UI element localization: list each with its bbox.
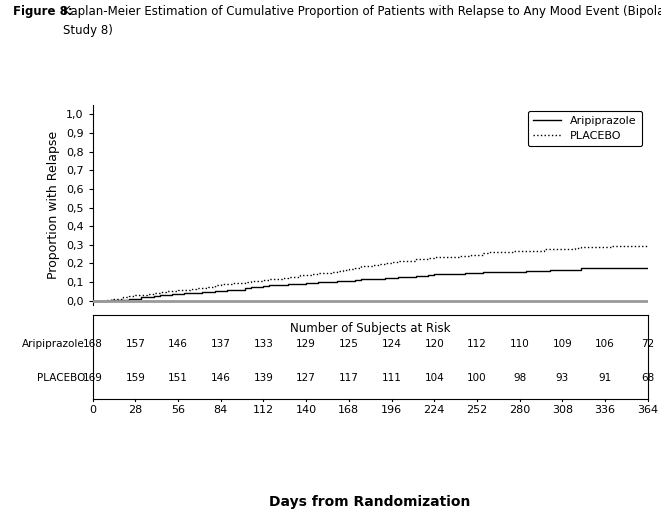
Text: 133: 133	[253, 339, 273, 350]
Text: 137: 137	[211, 339, 231, 350]
Text: 110: 110	[510, 339, 529, 350]
Text: 91: 91	[598, 373, 611, 383]
Text: 120: 120	[424, 339, 444, 350]
Text: 106: 106	[595, 339, 615, 350]
Text: 336: 336	[594, 405, 615, 415]
PLACEBO	[553, 246, 561, 253]
Text: 0: 0	[89, 405, 96, 415]
Text: 224: 224	[424, 405, 445, 415]
Text: 93: 93	[556, 373, 569, 383]
Text: Kaplan-Meier Estimation of Cumulative Proportion of Patients with Relapse to Any: Kaplan-Meier Estimation of Cumulative Pr…	[63, 5, 661, 18]
Aripiprazole	[644, 265, 652, 271]
Text: 100: 100	[467, 373, 486, 383]
Text: 112: 112	[253, 405, 274, 415]
Text: 72: 72	[641, 339, 654, 350]
Aripiprazole	[497, 269, 505, 276]
PLACEBO	[528, 248, 536, 254]
Text: 111: 111	[381, 373, 401, 383]
Line: Aripiprazole: Aripiprazole	[93, 268, 648, 301]
Aripiprazole	[528, 268, 536, 274]
PLACEBO	[522, 248, 529, 254]
Text: 112: 112	[467, 339, 487, 350]
Aripiprazole	[522, 268, 529, 274]
Text: 104: 104	[424, 373, 444, 383]
Text: PLACEBO: PLACEBO	[36, 373, 85, 383]
Text: 280: 280	[509, 405, 530, 415]
PLACEBO	[607, 243, 615, 249]
PLACEBO	[644, 243, 652, 249]
Aripiprazole	[553, 267, 561, 273]
Text: 146: 146	[168, 339, 188, 350]
Text: 124: 124	[381, 339, 401, 350]
Text: 151: 151	[168, 373, 188, 383]
Text: 168: 168	[338, 405, 360, 415]
Legend: Aripiprazole, PLACEBO: Aripiprazole, PLACEBO	[528, 111, 642, 146]
Text: 364: 364	[637, 405, 658, 415]
Text: 140: 140	[295, 405, 317, 415]
Text: 125: 125	[339, 339, 359, 350]
Text: 169: 169	[83, 373, 102, 383]
Text: Figure 8:: Figure 8:	[13, 5, 77, 18]
PLACEBO	[534, 248, 542, 254]
PLACEBO	[418, 256, 426, 262]
Text: 146: 146	[211, 373, 231, 383]
Text: 84: 84	[214, 405, 228, 415]
Text: 129: 129	[296, 339, 316, 350]
Text: 117: 117	[339, 373, 359, 383]
Text: Days from Randomization: Days from Randomization	[270, 495, 471, 509]
Aripiprazole	[418, 273, 426, 279]
Text: 109: 109	[553, 339, 572, 350]
Y-axis label: Proportion with Relapse: Proportion with Relapse	[48, 131, 60, 279]
Text: 252: 252	[466, 405, 488, 415]
Text: 157: 157	[126, 339, 145, 350]
Aripiprazole	[89, 298, 97, 304]
Text: Number of Subjects at Risk: Number of Subjects at Risk	[290, 322, 450, 335]
PLACEBO	[497, 249, 505, 255]
Text: 127: 127	[296, 373, 316, 383]
Line: PLACEBO: PLACEBO	[93, 246, 648, 301]
Text: Study 8): Study 8)	[63, 24, 112, 37]
Text: 28: 28	[128, 405, 142, 415]
Aripiprazole	[534, 268, 542, 274]
Text: 159: 159	[126, 373, 145, 383]
Text: 98: 98	[513, 373, 526, 383]
Aripiprazole	[576, 265, 584, 271]
Text: 139: 139	[253, 373, 273, 383]
Text: 196: 196	[381, 405, 402, 415]
Text: 168: 168	[83, 339, 102, 350]
Text: 56: 56	[171, 405, 185, 415]
Text: 68: 68	[641, 373, 654, 383]
PLACEBO	[89, 298, 97, 304]
Text: Aripiprazole: Aripiprazole	[22, 339, 85, 350]
Text: 308: 308	[552, 405, 573, 415]
